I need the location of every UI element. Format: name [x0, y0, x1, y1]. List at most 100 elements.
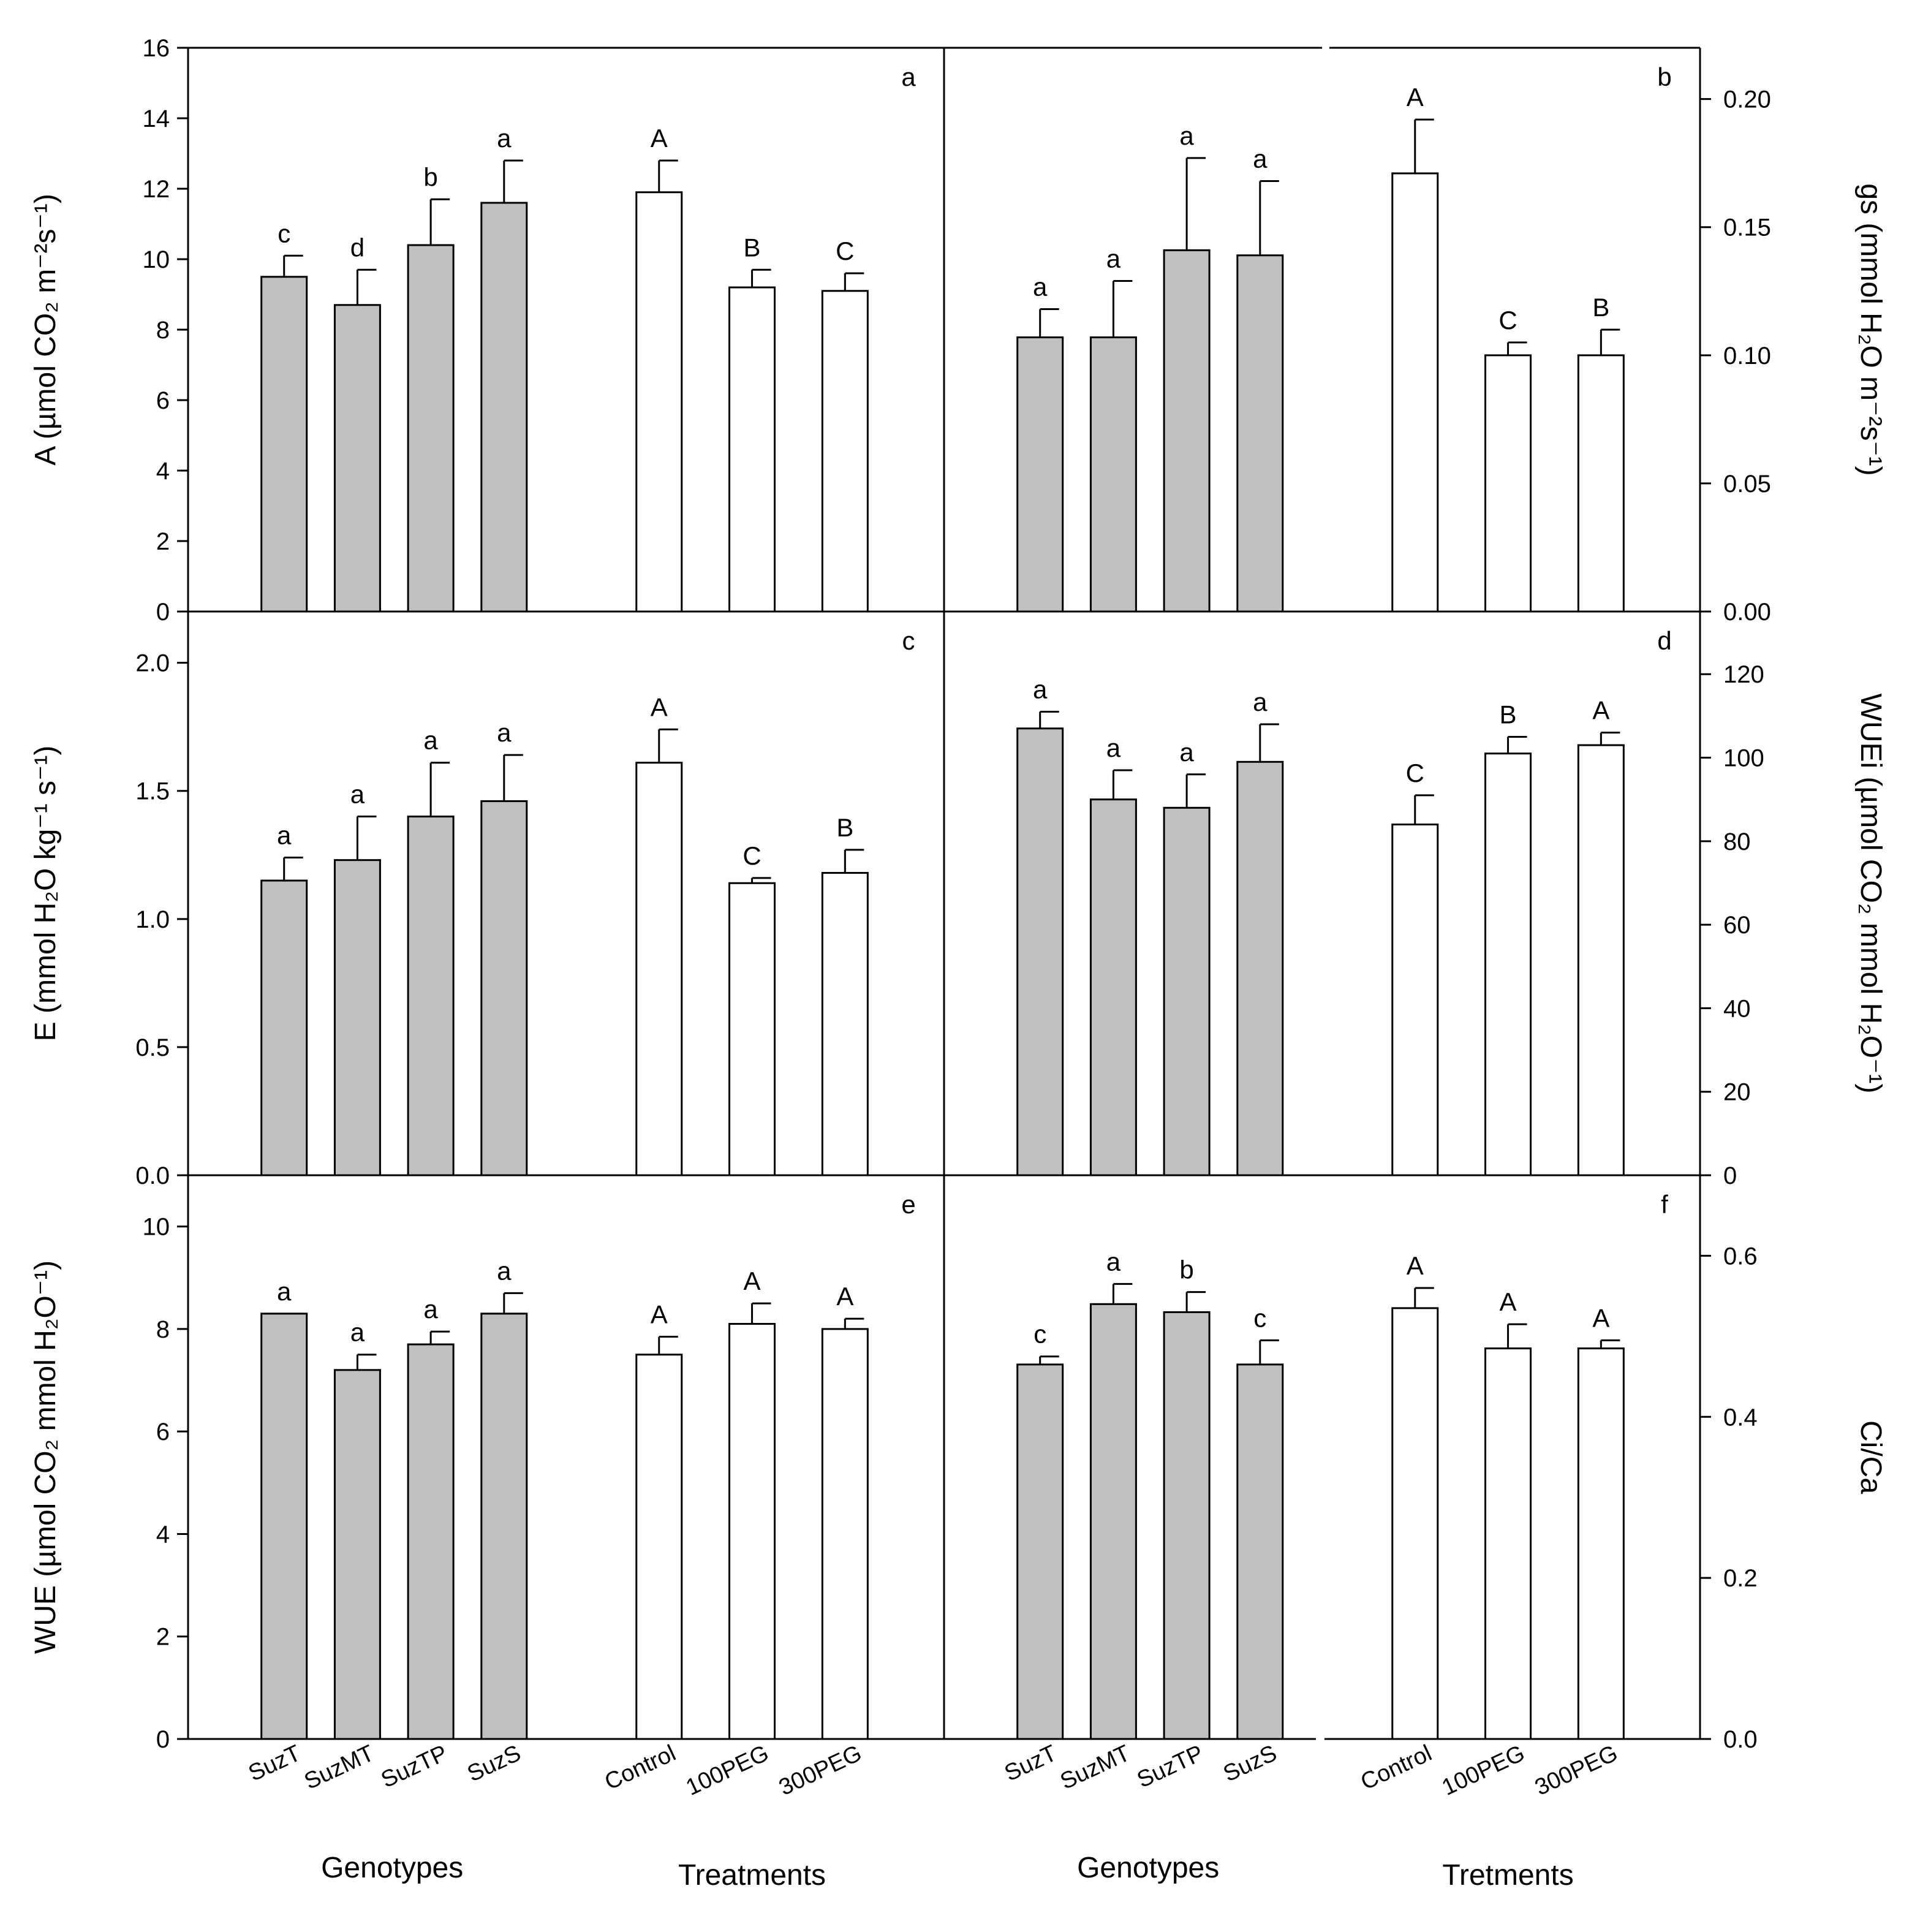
- bar: [635, 762, 683, 1176]
- bar: [1016, 727, 1064, 1176]
- bar: [1484, 1347, 1532, 1740]
- significance-letter: a: [1033, 273, 1048, 301]
- panel-letter: c: [902, 626, 915, 655]
- significance-letter: a: [1106, 1247, 1121, 1276]
- x-group-title: Genotypes: [321, 1852, 463, 1884]
- significance-letter: A: [744, 1267, 761, 1295]
- significance-letter: A: [836, 1282, 853, 1311]
- y-tick-label: 0.15: [1723, 214, 1771, 241]
- bar: [635, 1354, 683, 1740]
- significance-letter: A: [651, 1300, 668, 1328]
- y-tick-label: 0.5: [135, 1034, 170, 1061]
- y-tick-label: 8: [156, 317, 170, 344]
- significance-letter: c: [278, 219, 290, 248]
- x-category-label: SuzT: [1000, 1740, 1060, 1787]
- panel-f: c a b c A A Af 0.0 0.2 0.4 0.6 Ci/Ca: [1016, 1190, 1887, 1753]
- bar: [728, 882, 776, 1176]
- y-tick-label: 2: [156, 528, 170, 555]
- bar: [1577, 744, 1625, 1176]
- significance-letter: a: [497, 718, 512, 747]
- significance-letter: d: [350, 233, 365, 262]
- bar: [635, 191, 683, 613]
- y-tick-label: 0.05: [1723, 471, 1771, 498]
- y-tick-label: 0: [156, 599, 170, 626]
- y-tick-label: 8: [156, 1316, 170, 1343]
- bar: [1089, 336, 1137, 613]
- bar: [1484, 354, 1532, 613]
- x-category-label: 300PEG: [775, 1740, 866, 1801]
- significance-letter: C: [1498, 306, 1517, 335]
- significance-letter: a: [423, 726, 438, 755]
- y-tick-label: 80: [1723, 828, 1751, 855]
- significance-letter: a: [1179, 738, 1194, 767]
- bar: [333, 859, 381, 1176]
- significance-letter: c: [1033, 1320, 1046, 1349]
- bar: [1236, 254, 1284, 613]
- significance-letter: C: [836, 237, 854, 265]
- y-axis-title: E (mmol H₂O kg⁻¹ s⁻¹): [29, 746, 62, 1042]
- significance-letter: A: [1407, 83, 1424, 112]
- significance-letter: a: [350, 1318, 365, 1347]
- significance-letter: a: [1253, 144, 1268, 173]
- panel-letter: f: [1661, 1190, 1668, 1219]
- bar: [728, 286, 776, 613]
- significance-letter: C: [743, 841, 761, 870]
- bar: [1089, 798, 1137, 1176]
- x-category-label: SuzS: [464, 1740, 525, 1787]
- bar: [1577, 1347, 1625, 1740]
- significance-letter: A: [1592, 696, 1609, 725]
- bar: [1391, 824, 1439, 1176]
- panel-b: a a a a A C Bb 0.00 0.05 0.10 0.15 0.20 gs (mmol H₂O…: [1016, 63, 1887, 626]
- y-tick-label: 100: [1723, 745, 1764, 772]
- bar: [1089, 1303, 1137, 1740]
- x-category-label: SuzMT: [300, 1740, 378, 1795]
- panel-letter: d: [1657, 626, 1671, 655]
- y-tick-label: 60: [1723, 912, 1751, 939]
- bar: [1391, 1307, 1439, 1740]
- y-tick-label: 6: [156, 387, 170, 414]
- significance-letter: a: [1033, 675, 1048, 704]
- x-category-label: SuzMT: [1056, 1740, 1134, 1795]
- panel-a: c d b a A B Ca 0 2 4 6 8 10 12 14 16 A (µmol CO₂ m⁻²s⁻¹): [29, 35, 916, 626]
- y-tick-label: 0.20: [1723, 86, 1771, 113]
- x-category-label: SuzT: [244, 1740, 304, 1787]
- bar: [1577, 354, 1625, 613]
- bar: [821, 872, 869, 1176]
- panel-letter: a: [901, 63, 916, 91]
- x-category-label: 100PEG: [682, 1740, 773, 1801]
- y-tick-label: 120: [1723, 661, 1764, 688]
- y-tick-label: 2.0: [135, 650, 170, 677]
- y-tick-label: 16: [143, 35, 170, 62]
- y-tick-label: 0: [1723, 1162, 1737, 1189]
- significance-letter: a: [277, 820, 292, 849]
- bar: [1016, 336, 1064, 613]
- bar: [480, 202, 528, 613]
- bar: [260, 276, 308, 613]
- bar: [260, 1313, 308, 1740]
- bar: [407, 244, 455, 613]
- significance-letter: C: [1406, 759, 1424, 787]
- significance-letter: B: [836, 813, 853, 842]
- bar: [333, 1369, 381, 1740]
- y-tick-label: 1.0: [135, 906, 170, 933]
- y-tick-label: 40: [1723, 995, 1751, 1022]
- x-category-label: 300PEG: [1531, 1740, 1622, 1801]
- y-tick-label: 12: [143, 176, 170, 203]
- significance-letter: a: [423, 1295, 438, 1324]
- y-tick-label: 0.2: [1723, 1565, 1758, 1592]
- significance-letter: a: [497, 1256, 512, 1285]
- y-tick-label: 20: [1723, 1079, 1751, 1106]
- bar: [1163, 249, 1211, 613]
- bar: [728, 1323, 776, 1740]
- panel-d: a a a a C B Ad 0 20 40 60 80 100 120 WUEi (µmol CO₂ mm…: [1016, 626, 1887, 1189]
- y-tick-label: 0: [156, 1726, 170, 1753]
- y-tick-label: 0.10: [1723, 343, 1771, 369]
- significance-letter: A: [651, 124, 668, 153]
- y-tick-label: 14: [143, 105, 170, 132]
- frame-lines: [187, 47, 1701, 1740]
- bar: [407, 816, 455, 1176]
- significance-letter: B: [1592, 293, 1609, 322]
- bar: [1484, 752, 1532, 1176]
- y-tick-label: 4: [156, 458, 170, 485]
- x-category-label: SuzS: [1220, 1740, 1281, 1787]
